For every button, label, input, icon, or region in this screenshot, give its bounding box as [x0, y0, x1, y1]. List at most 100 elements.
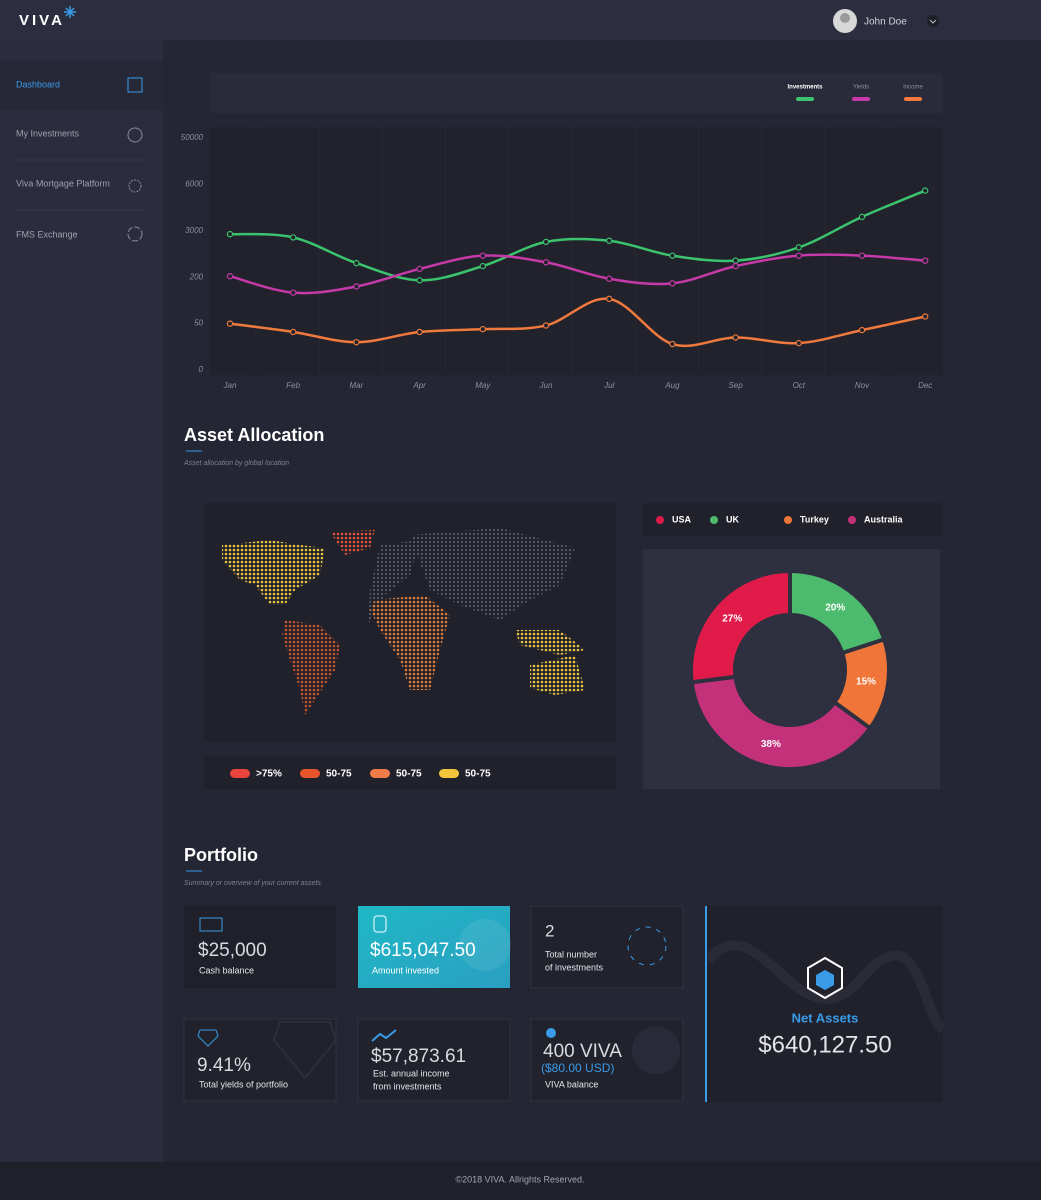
x-tick-label: Dec — [918, 381, 932, 390]
line-point — [922, 313, 929, 320]
legend-label: 50-75 — [396, 769, 422, 780]
southeast-asia — [515, 630, 585, 655]
legend-label: USA — [672, 514, 692, 524]
x-tick-label: Mar — [350, 381, 364, 390]
card-icon-inner — [816, 970, 834, 990]
section-subtitle: Asset allocation by global location — [183, 460, 289, 467]
line-point — [290, 289, 297, 296]
card[interactable] — [530, 905, 684, 989]
card-watermark — [704, 940, 947, 1034]
nav-item[interactable]: Dashboard — [16, 79, 60, 89]
line-point — [732, 257, 739, 264]
card-note: ($80.00 USD) — [541, 1061, 614, 1075]
legend-swatch — [784, 516, 792, 524]
africa — [370, 595, 450, 690]
legend-swatch — [439, 769, 459, 778]
section-title: Portfolio — [184, 845, 258, 865]
legend-label: Yields — [853, 85, 869, 91]
legend-label: 50-75 — [465, 769, 491, 780]
legend-swatch — [796, 97, 814, 101]
y-tick-label: 3000 — [185, 226, 203, 235]
card[interactable] — [183, 1018, 337, 1102]
section-title: Asset Allocation — [184, 425, 324, 445]
card-value: 2 — [545, 921, 554, 940]
x-tick-label: May — [475, 381, 491, 390]
line-point — [479, 252, 486, 259]
card-label: Est. annual income — [373, 1068, 450, 1078]
card-label: Total yields of portfolio — [199, 1079, 288, 1089]
card-icon — [371, 1029, 397, 1042]
legend-label: Income — [903, 85, 923, 91]
card-label: Amount invested — [372, 965, 439, 975]
line-point — [226, 273, 234, 280]
legend-label: Turkey — [800, 514, 829, 524]
chevron — [929, 19, 937, 24]
card-label: Cash balance — [199, 965, 254, 975]
header — [0, 0, 1041, 40]
logo[interactable]: VIVA — [19, 12, 65, 29]
card-watermark — [632, 1026, 680, 1074]
pie-slice — [689, 568, 792, 685]
x-tick-label: Feb — [286, 381, 300, 390]
map-legend: >75% 50-75 50-75 50-75 — [230, 769, 491, 780]
user-menu[interactable] — [927, 15, 939, 27]
card-value: $25,000 — [198, 940, 267, 961]
line-point — [732, 262, 739, 270]
card-icon — [197, 1029, 219, 1047]
line-point — [732, 334, 739, 341]
line-point — [416, 328, 423, 336]
line-point — [606, 275, 613, 282]
pie-chart: USA UK Turkey Australia 27% 20% 15% 38% — [656, 514, 904, 771]
greenland — [330, 530, 375, 555]
line-point — [922, 187, 929, 194]
nav-item[interactable]: Viva Mortgage Platform — [16, 178, 110, 188]
card-label: of investments — [545, 962, 604, 972]
x-tick-label: Sep — [728, 381, 743, 390]
line-point — [290, 234, 297, 241]
data-label: 27% — [722, 614, 742, 625]
card[interactable] — [357, 1018, 511, 1102]
x-tick-label: Nov — [855, 381, 870, 390]
net-assets-label: Net Assets — [792, 1010, 859, 1025]
card[interactable] — [358, 906, 510, 988]
x-tick-label: Oct — [793, 381, 806, 390]
line-point — [542, 238, 550, 246]
line-point — [542, 322, 550, 329]
card-label: from investments — [373, 1081, 442, 1091]
line-point — [290, 328, 297, 336]
line-point — [353, 338, 360, 346]
card-icon — [807, 956, 843, 1000]
nav-item[interactable]: FMS Exchange — [16, 229, 78, 239]
nav-item[interactable]: My Investments — [16, 128, 80, 138]
nav-active — [0, 60, 163, 110]
card-icon — [627, 926, 667, 966]
line-point — [858, 326, 866, 334]
user-name[interactable]: John Doe — [864, 17, 907, 28]
legend-swatch — [300, 769, 320, 778]
legend-swatch — [370, 769, 390, 778]
pie-slice — [689, 674, 873, 771]
logo-icon — [64, 6, 76, 18]
net-assets-card[interactable] — [705, 906, 943, 1102]
sidebar — [0, 40, 163, 1162]
map-legend-box — [204, 756, 616, 789]
australia — [530, 655, 585, 695]
x-tick-label: Jun — [539, 381, 553, 390]
line-point — [416, 265, 423, 273]
line-plot-area — [210, 127, 943, 375]
line-point — [353, 283, 360, 290]
card-label: VIVA balance — [545, 1079, 598, 1089]
card[interactable] — [184, 906, 336, 988]
data-label: 15% — [856, 677, 876, 688]
legend-swatch — [848, 516, 856, 524]
line-point — [226, 230, 234, 238]
card-icon — [199, 917, 223, 932]
nav-icon — [127, 127, 143, 143]
x-tick-label: Jan — [223, 381, 237, 390]
legend-swatch — [904, 97, 922, 101]
x-tick-label: Aug — [664, 381, 680, 390]
card-value: $57,873.61 — [371, 1046, 466, 1067]
line-point — [795, 252, 803, 259]
europe — [368, 540, 420, 625]
line-point — [922, 257, 929, 264]
